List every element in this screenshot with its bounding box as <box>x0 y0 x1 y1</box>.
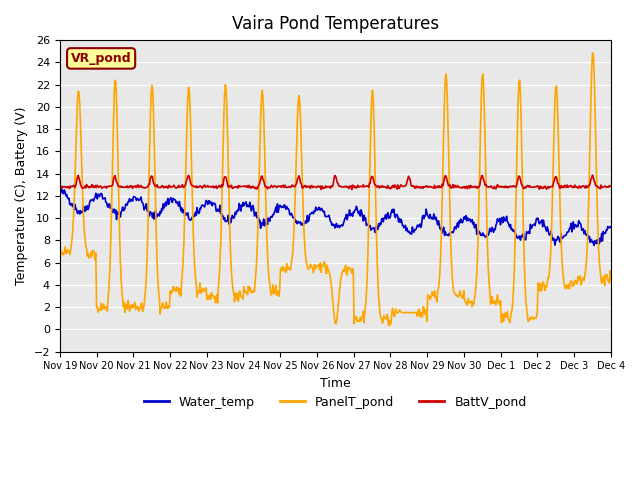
Water_temp <box>590 242 598 248</box>
BattV_pond <box>123 184 131 190</box>
PanelT_pond <box>385 323 392 328</box>
Legend: Water_temp, PanelT_pond, BattV_pond: Water_temp, PanelT_pond, BattV_pond <box>139 391 532 414</box>
Water_temp <box>124 202 131 208</box>
BattV_pond <box>403 179 411 185</box>
Water_temp <box>607 224 614 229</box>
Water_temp <box>56 189 63 195</box>
Water_temp <box>179 207 187 213</box>
PanelT_pond <box>179 270 186 276</box>
Title: Vaira Pond Temperatures: Vaira Pond Temperatures <box>232 15 439 33</box>
Line: BattV_pond: BattV_pond <box>60 175 611 190</box>
Line: Water_temp: Water_temp <box>60 189 611 245</box>
Text: VR_pond: VR_pond <box>71 52 131 65</box>
PanelT_pond <box>419 304 427 310</box>
BattV_pond <box>607 183 614 189</box>
PanelT_pond <box>589 50 597 56</box>
BattV_pond <box>348 187 356 192</box>
PanelT_pond <box>403 310 411 315</box>
X-axis label: Time: Time <box>320 377 351 390</box>
BattV_pond <box>179 182 186 188</box>
BattV_pond <box>208 184 216 190</box>
PanelT_pond <box>56 249 63 254</box>
Water_temp <box>419 213 427 218</box>
Water_temp <box>209 203 216 209</box>
Water_temp <box>67 202 74 208</box>
BattV_pond <box>56 184 63 190</box>
BattV_pond <box>419 185 427 191</box>
BattV_pond <box>589 172 596 178</box>
PanelT_pond <box>208 290 216 296</box>
Water_temp <box>58 186 66 192</box>
Line: PanelT_pond: PanelT_pond <box>60 53 611 325</box>
BattV_pond <box>66 186 74 192</box>
Y-axis label: Temperature (C), Battery (V): Temperature (C), Battery (V) <box>15 107 28 285</box>
PanelT_pond <box>607 277 614 283</box>
Water_temp <box>403 225 411 231</box>
PanelT_pond <box>66 252 74 257</box>
PanelT_pond <box>123 304 131 310</box>
